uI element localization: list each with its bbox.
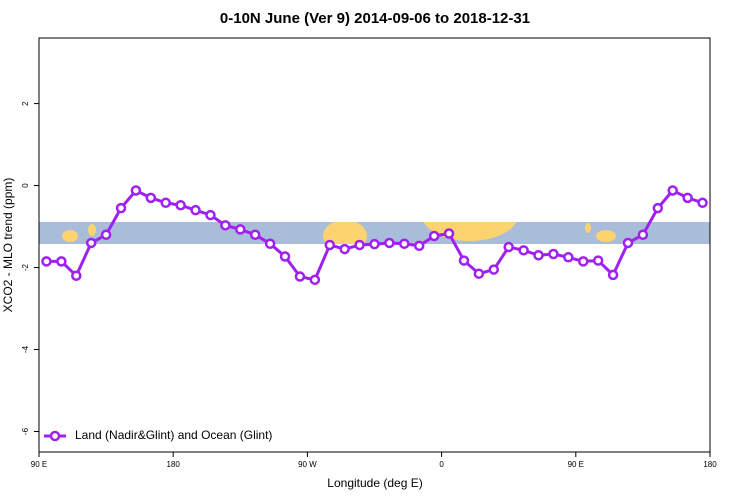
data-point xyxy=(548,248,559,260)
data-point xyxy=(578,256,589,267)
data-point xyxy=(249,229,261,241)
data-point xyxy=(175,199,186,211)
data-point xyxy=(71,270,82,281)
data-point xyxy=(533,249,544,261)
x-tick-label: 180 xyxy=(703,460,717,469)
legend-marker xyxy=(49,430,61,442)
data-point xyxy=(697,197,708,209)
data-point xyxy=(458,255,470,266)
y-tick-label: -4 xyxy=(21,345,30,353)
data-point xyxy=(607,269,619,281)
data-point xyxy=(309,274,321,286)
data-point xyxy=(622,237,634,249)
data-point xyxy=(85,237,97,249)
x-tick-label: 90 E xyxy=(568,460,584,469)
data-point xyxy=(220,220,231,231)
data-point xyxy=(41,256,52,267)
data-point xyxy=(399,238,410,250)
data-point xyxy=(384,237,395,249)
data-point xyxy=(160,197,171,209)
plot-frame xyxy=(38,37,711,453)
data-point xyxy=(145,192,157,204)
data-point xyxy=(100,229,112,241)
data-point xyxy=(503,241,514,253)
data-point xyxy=(264,238,276,250)
data-point xyxy=(637,229,649,241)
data-point xyxy=(369,238,380,250)
data-point xyxy=(413,240,425,252)
x-tick-label: 90 E xyxy=(31,460,47,469)
data-point xyxy=(294,271,306,282)
data-point xyxy=(279,251,291,262)
data-point xyxy=(518,245,529,256)
x-tick-label: 0 xyxy=(439,460,444,469)
data-point xyxy=(205,209,216,221)
data-point xyxy=(652,202,664,214)
data-point xyxy=(592,255,604,266)
data-point xyxy=(130,185,142,196)
y-tick-label: 0 xyxy=(21,183,30,188)
data-point xyxy=(428,230,440,242)
data-point xyxy=(473,268,485,279)
legend-label: Land (Nadir&Glint) and Ocean (Glint) xyxy=(75,428,272,442)
data-point xyxy=(354,239,365,251)
map-band xyxy=(39,222,710,244)
data-point xyxy=(190,204,201,216)
y-axis-label: XCO2 - MLO trend (ppm) xyxy=(1,178,15,313)
data-point xyxy=(324,239,336,251)
y-tick-label: -6 xyxy=(21,427,30,435)
data-point xyxy=(339,243,350,255)
data-point xyxy=(667,185,678,196)
data-point xyxy=(235,224,246,235)
data-point xyxy=(115,202,127,214)
y-tick-label: 2 xyxy=(21,101,30,106)
data-point xyxy=(563,252,574,263)
data-point xyxy=(488,264,500,275)
data-point xyxy=(443,228,455,239)
x-axis-label: Longitude (deg E) xyxy=(327,476,422,490)
x-tick-label: 180 xyxy=(167,460,181,469)
data-point xyxy=(682,192,693,204)
chart-title: 0-10N June (Ver 9) 2014-09-06 to 2018-12… xyxy=(220,10,530,27)
x-tick-label: 90 W xyxy=(298,460,317,469)
data-point xyxy=(56,256,67,267)
y-tick-label: -2 xyxy=(21,263,30,271)
